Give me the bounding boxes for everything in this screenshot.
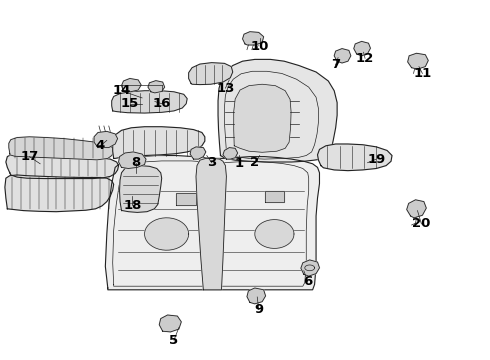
Text: 19: 19: [367, 153, 386, 166]
Text: 4: 4: [96, 139, 105, 152]
Text: 16: 16: [152, 97, 171, 110]
Text: 10: 10: [250, 40, 269, 53]
Text: 11: 11: [413, 67, 432, 80]
Text: 6: 6: [303, 275, 312, 288]
Text: 13: 13: [216, 82, 235, 95]
Polygon shape: [120, 166, 162, 212]
Polygon shape: [113, 127, 205, 158]
Polygon shape: [407, 200, 426, 218]
Text: 3: 3: [207, 156, 216, 169]
Text: 18: 18: [123, 199, 142, 212]
Polygon shape: [243, 32, 264, 45]
Polygon shape: [301, 260, 319, 276]
Polygon shape: [119, 152, 146, 168]
Polygon shape: [255, 220, 294, 248]
Text: 15: 15: [121, 97, 139, 110]
Text: 17: 17: [20, 150, 39, 163]
Polygon shape: [196, 158, 226, 290]
Polygon shape: [145, 218, 189, 250]
Polygon shape: [159, 315, 181, 332]
Polygon shape: [318, 144, 392, 171]
Text: 14: 14: [112, 84, 131, 97]
Polygon shape: [189, 63, 233, 85]
Polygon shape: [334, 49, 351, 63]
Text: 5: 5: [170, 334, 178, 347]
Polygon shape: [223, 148, 238, 159]
Polygon shape: [9, 137, 114, 160]
Polygon shape: [265, 191, 284, 202]
Polygon shape: [247, 288, 266, 304]
Polygon shape: [112, 91, 187, 113]
Polygon shape: [176, 193, 196, 205]
Text: 2: 2: [250, 156, 259, 169]
Text: 20: 20: [412, 217, 431, 230]
Polygon shape: [234, 84, 291, 152]
Polygon shape: [190, 147, 206, 159]
Polygon shape: [105, 156, 319, 290]
Polygon shape: [218, 59, 337, 162]
Polygon shape: [122, 78, 141, 92]
Polygon shape: [5, 175, 114, 212]
Polygon shape: [6, 153, 119, 179]
Text: 7: 7: [331, 58, 340, 71]
Text: 1: 1: [235, 157, 244, 170]
Text: 8: 8: [132, 156, 141, 169]
Polygon shape: [408, 53, 428, 69]
Text: 9: 9: [254, 303, 263, 316]
Polygon shape: [148, 81, 165, 93]
Polygon shape: [94, 131, 118, 148]
Text: 12: 12: [356, 52, 374, 65]
Polygon shape: [354, 41, 370, 56]
